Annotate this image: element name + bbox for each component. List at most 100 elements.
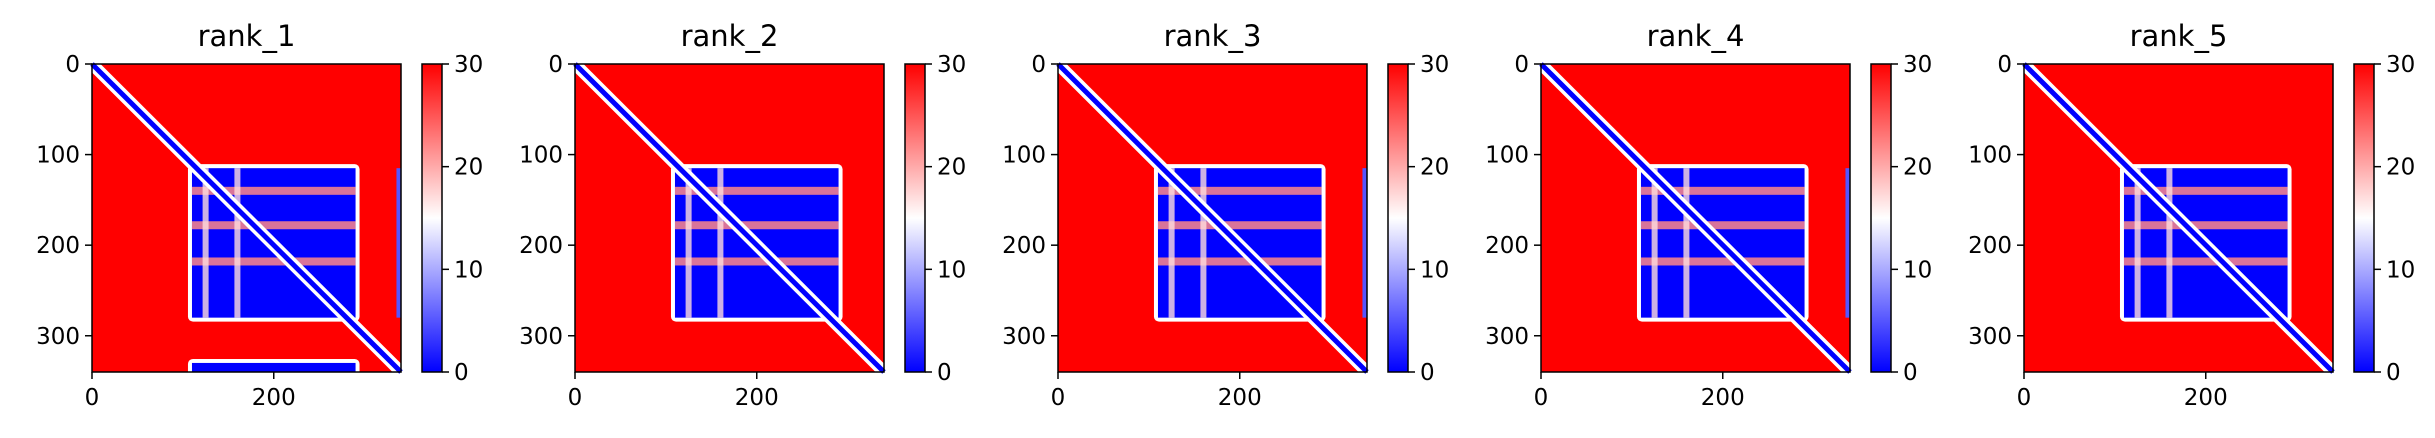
heatmap-row-stripe [191,221,356,230]
x-tick-label: 0 [568,385,583,411]
axes-frame [1057,63,1368,373]
colorbar-tick-label: 20 [2386,155,2415,181]
heatmap-row-stripe [191,257,356,266]
heatmap-row-stripe [1157,186,1322,195]
y-tick-label: 0 [1997,52,2012,78]
heatmap-diagonal [90,62,403,374]
y-tick-label: 300 [1485,324,1529,350]
heatmap-row-stripe [1640,186,1805,195]
colorbar-tick-label: 20 [1903,155,1932,181]
panel-title: rank_5 [2130,19,2228,53]
y-tick-label: 0 [1514,52,1529,78]
colorbar-tick-label: 30 [1420,52,1449,78]
heatmap-col-stripe [1168,168,1175,318]
colorbar-tick-label: 0 [1420,360,1435,386]
x-tick-label: 200 [1218,385,1262,411]
heatmap-diagonal [1539,62,1852,374]
heatmap-panel-2: rank_2 0 200 0 100 200 300 0 10 20 30 [519,19,966,411]
x-tick-label: 0 [1051,385,1066,411]
colorbar [421,63,443,373]
panel-title: rank_4 [1647,19,1745,53]
heatmap-row-stripe [1157,257,1322,266]
heatmap-panel-3: rank_3 0 200 0 100 200 300 0 10 20 30 [1002,19,1449,411]
colorbar-tick-label: 20 [454,155,483,181]
heatmap-row-stripe [2123,221,2288,230]
y-tick-label: 100 [1968,143,2012,169]
heatmap-diagonal [1056,62,1369,374]
heatmap-edge-band [396,168,401,318]
heatmap-panel-4: rank_4 0 200 0 100 200 300 0 10 20 30 [1485,19,1932,411]
colorbar-tick-label: 10 [454,257,483,283]
heatmap-col-stripe [1200,168,1207,318]
colorbar-tick-label: 10 [1903,257,1932,283]
y-tick-label: 100 [36,143,80,169]
y-tick-label: 300 [1002,324,1046,350]
y-tick-label: 100 [1485,143,1529,169]
heatmap-row-stripe [1640,257,1805,266]
heatmap-row-stripe [1640,221,1805,230]
heatmap-col-stripe [2166,168,2173,318]
colorbar-tick-label: 20 [1420,155,1449,181]
colorbar-tick-label: 10 [1420,257,1449,283]
x-tick-label: 200 [1701,385,1745,411]
panel-title: rank_2 [681,19,779,53]
x-tick-label: 200 [735,385,779,411]
heatmap-col-stripe [2134,168,2141,318]
colorbar-tick-label: 30 [454,52,483,78]
colorbar [2353,63,2375,373]
colorbar-tick-label: 0 [2386,360,2401,386]
colorbar-tick-label: 20 [937,155,966,181]
heatmap-row-stripe [674,257,839,266]
panel-title: rank_3 [1164,19,1262,53]
panel-title: rank_1 [198,19,296,53]
axes-frame [574,63,885,373]
heatmap-diagonal [573,62,886,374]
heatmap-block [191,362,356,372]
heatmap-col-stripe [1651,168,1658,318]
x-tick-label: 0 [2017,385,2032,411]
x-tick-label: 200 [252,385,296,411]
heatmap-row-stripe [674,186,839,195]
y-tick-label: 0 [1031,52,1046,78]
heatmap-row-stripe [1157,221,1322,230]
colorbar [904,63,926,373]
y-tick-label: 0 [548,52,563,78]
heatmap-col-stripe [717,168,724,318]
heatmap-edge-band [1362,168,1367,318]
heatmap-col-stripe [202,168,209,318]
heatmap-col-stripe [685,168,692,318]
y-tick-label: 300 [36,324,80,350]
x-tick-label: 200 [2184,385,2228,411]
axes-frame [91,63,402,373]
y-tick-label: 200 [1968,233,2012,259]
heatmap-panel-5: rank_5 0 200 0 100 200 300 0 10 20 30 [1968,19,2415,411]
heatmap-row-stripe [2123,257,2288,266]
colorbar-tick-label: 30 [937,52,966,78]
colorbar [1870,63,1892,373]
y-tick-label: 300 [1968,324,2012,350]
colorbar-tick-label: 0 [454,360,469,386]
colorbar-tick-label: 10 [2386,257,2415,283]
heatmap-row-stripe [2123,186,2288,195]
y-tick-label: 200 [1002,233,1046,259]
colorbar-tick-label: 10 [937,257,966,283]
heatmap-row-stripe [674,221,839,230]
axes-frame [1540,63,1851,373]
heatmap-diagonal [2022,62,2335,374]
colorbar-tick-label: 0 [1903,360,1918,386]
y-tick-label: 100 [1002,143,1046,169]
x-tick-label: 0 [85,385,100,411]
y-tick-label: 0 [65,52,80,78]
y-tick-label: 200 [36,233,80,259]
colorbar-tick-label: 30 [1903,52,1932,78]
heatmap-col-stripe [1683,168,1690,318]
colorbar-tick-label: 0 [937,360,952,386]
heatmap-edge-band [1845,168,1850,318]
y-tick-label: 300 [519,324,563,350]
heatmap-col-stripe [234,168,241,318]
heatmap-panel-1: rank_1 0 200 0 100 200 300 0 10 20 30 [36,19,483,411]
y-tick-label: 200 [519,233,563,259]
y-tick-label: 200 [1485,233,1529,259]
axes-frame [2023,63,2334,373]
